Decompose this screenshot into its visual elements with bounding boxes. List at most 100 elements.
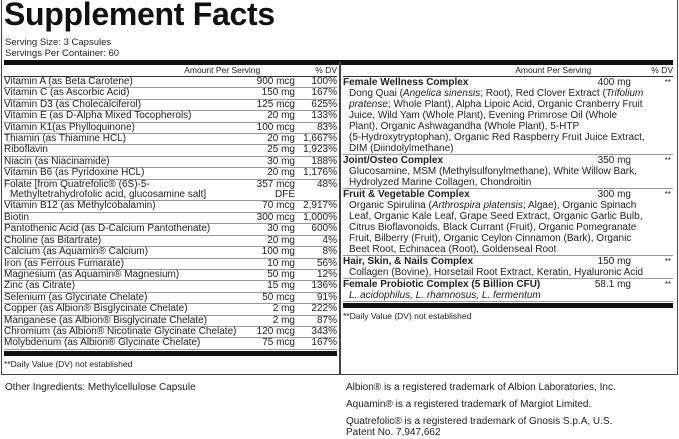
- nutrient-dv: 133%: [311, 110, 337, 122]
- footnote: **Daily Value (DV) not established: [343, 311, 472, 321]
- nutrient-dv: 625%: [311, 98, 337, 110]
- nutrient-amount: 20 mg: [267, 110, 295, 122]
- nutrient-row: Choline (as Bitartrate) 20 mg 4%: [4, 234, 337, 248]
- nutrient-amount: 300 mcg: [256, 211, 295, 223]
- nutrient-name: Riboflavin: [4, 144, 48, 156]
- ingredient-text: Beet Root, Echinacea (Root), Goldenseal …: [349, 244, 557, 255]
- complex-dv: **: [664, 190, 671, 199]
- nutrient-dv: 167%: [311, 337, 337, 349]
- nutrient-name: Magnesium (as Aquamin® Magnesium): [4, 268, 180, 280]
- ingredient-text: Fruit, Bilberry (Fruit), Organic Ceylon …: [349, 233, 632, 244]
- nutrient-dv: 87%: [316, 314, 337, 326]
- nutrient-row: Riboflavin 25 mg 1,923%: [4, 144, 337, 157]
- nutrient-amount: 75 mcg: [262, 337, 295, 349]
- amount-header: Amount Per Serving: [515, 65, 592, 75]
- complex-ingredients-line: Juice, Wild Yam (Whole Plant), Evening P…: [343, 110, 673, 121]
- ingredient-text: Angelica sinensis: [402, 88, 481, 99]
- nutrient-row: Molybdenum (as Albion® Glycinate Chelate…: [4, 337, 337, 350]
- nutrient-row: Niacin (as Niacinamide) 30 mg 188%: [4, 155, 337, 169]
- nutrient-amount: 30 mg: [267, 223, 295, 235]
- complex-ingredients-line: Fruit, Bilberry (Fruit), Organic Ceylon …: [343, 233, 673, 244]
- other-ingredients: Other Ingredients: Methylcellulose Capsu…: [5, 382, 196, 393]
- trademark-note: Aquamin® is a registered trademark of Ma…: [346, 399, 592, 410]
- nutrient-amount: 20 mg: [267, 167, 295, 179]
- trademark-note: Albion® is a registered trademark of Alb…: [346, 382, 616, 393]
- ingredient-text: DIM (Diindolylmethane): [349, 143, 454, 154]
- complex-dv: **: [664, 78, 671, 87]
- nutrient-dv: 188%: [311, 155, 337, 167]
- nutrient-amount: 120 mcg: [256, 325, 295, 337]
- complex-name: Fruit & Vegetable Complex: [343, 189, 470, 200]
- nutrient-name: Folate [from Quatrefolic® (6S)-5-: [4, 178, 150, 190]
- nutrient-amount: 25 mg: [267, 144, 295, 156]
- complex-ingredients-line: pratense; Whole Plant), Alpha Lipoic Aci…: [343, 99, 673, 110]
- nutrient-amount: 30 mg: [267, 155, 295, 167]
- nutrient-name: Molybdenum (as Albion® Glycinate Chelate…: [4, 337, 201, 349]
- nutrient-dv: 1,923%: [303, 144, 337, 156]
- nutrient-dv: 83%: [316, 121, 337, 133]
- complex-ingredients-line: Hydrolyzed Marine Collagen, Chondroitin: [343, 177, 673, 188]
- amount-header: Amount Per Serving: [184, 65, 261, 75]
- nutrient-amount: 100 mg: [261, 246, 295, 258]
- nutrient-amount: 10 mg: [267, 257, 295, 269]
- nutrient-row: Vitamin A (as Beta Carotene) 900 mcg 100%: [4, 76, 337, 89]
- nutrient-name: Manganese (as Albion® Bisglycinate Chela…: [4, 314, 208, 326]
- dv-header: % DV: [651, 65, 673, 75]
- complex-name: Hair, Skin, & Nails Complex: [343, 256, 474, 267]
- nutrient-name: Copper (as Albion® Bisglycinate Chelate): [4, 303, 188, 315]
- complex-group: Joint/Osteo Complex 350 mg ** Glucosamine, …: [343, 155, 673, 189]
- complex-ingredients-line: Collagen (Bovine), Horsetail Root Extrac…: [343, 267, 673, 278]
- nutrient-row: Vitamin E (as D-Alpha Mixed Tocopherols)…: [4, 110, 337, 123]
- complex-ingredients-line: Beet Root, Echinacea (Root), Goldenseal …: [343, 244, 673, 255]
- serving-info: Serving Size: 3 Capsules Servings Per Co…: [5, 37, 119, 59]
- nutrient-dv: 8%: [322, 246, 337, 258]
- nutrient-dv: 2,917%: [303, 200, 337, 212]
- thick-divider: [4, 350, 337, 356]
- nutrient-name: Biotin: [4, 211, 30, 223]
- ingredient-text: Dong Quai (: [349, 88, 403, 99]
- nutrient-dv: 1,667%: [303, 133, 337, 145]
- nutrient-row: Zinc (as Citrate) 15 mg 136%: [4, 280, 337, 293]
- complex-name: Joint/Osteo Complex: [343, 155, 444, 166]
- nutrient-amount: 50 mg: [267, 268, 295, 280]
- nutrient-row: Calcium (as Aquamin® Calcium) 100 mg 8%: [4, 246, 337, 259]
- nutrient-name: Vitamin E (as D-Alpha Mixed Tocopherols): [4, 110, 192, 122]
- complex-amount: 300 mg: [597, 189, 631, 200]
- nutrient-row: Vitamin D3 (as Cholecalciferol) 125 mcg 62…: [4, 98, 337, 112]
- serving-size: Serving Size: 3 Capsules: [5, 37, 112, 48]
- nutrient-dv: 4%: [322, 234, 337, 246]
- nutrient-name: Niacin (as Niacinamide): [4, 155, 110, 167]
- nutrient-name: Vitamin B12 (as Methylcobalamin): [4, 200, 156, 212]
- nutrient-row: Thiamin (as Thiamine HCL) 20 mg 1,667%: [4, 133, 337, 146]
- trademark-note: Quatrefolic® is a registered trademark o…: [346, 416, 613, 427]
- complex-ingredients-line: Dong Quai (Angelica sinensis; Root), Red…: [343, 88, 673, 99]
- ingredient-text: pratense: [349, 99, 388, 110]
- nutrient-dv: 1,176%: [303, 167, 337, 179]
- complex-group: Fruit & Vegetable Complex 300 mg ** Organic…: [343, 189, 673, 256]
- complex-dv: **: [664, 257, 671, 266]
- nutrient-name: Choline (as Bitartrate): [4, 234, 102, 246]
- ingredient-text: Hydrolyzed Marine Collagen, Chondroitin: [349, 177, 532, 188]
- nutrient-amount: 2 mg: [272, 314, 295, 326]
- nutrient-row: Pantothenic Acid (as D-Calcium Pantothen…: [4, 223, 337, 236]
- ingredient-text: Plant), Organic Ashwagandha (Whole Plant…: [349, 121, 580, 132]
- nutrient-row: Magnesium (as Aquamin® Magnesium) 50 mg 12…: [4, 268, 337, 282]
- nutrient-amount: 125 mcg: [256, 98, 295, 110]
- nutrient-dv: 100%: [311, 76, 337, 87]
- nutrient-name-cont: Methyltetrahydrofolic acid, glucosamine …: [10, 189, 207, 201]
- complex-dv: **: [664, 280, 671, 289]
- nutrient-row: Vitamin K1(as Phylloquinone) 100 mcg 83%: [4, 121, 337, 135]
- nutrient-name: Vitamin B6 (as Pyridoxine HCL): [4, 167, 145, 179]
- nutrient-amount: 150 mg: [261, 87, 295, 99]
- complex-ingredients-line: L. acidophilus, L. rhamnosus, L. ferment…: [343, 290, 673, 301]
- ingredient-text: Glucosamine, MSM (Methylsulfonylmethane)…: [349, 166, 637, 177]
- nutrient-dv: 167%: [311, 87, 337, 99]
- nutrient-row: Vitamin B12 (as Methylcobalamin) 70 mcg 2,…: [4, 200, 337, 213]
- trademark-note: Patent No. 7,947,662: [346, 427, 441, 438]
- nutrient-dv: 91%: [316, 291, 337, 303]
- ingredient-text: ; Algae), Organic Spinach: [522, 200, 637, 211]
- nutrient-row: Manganese (as Albion® Bisglycinate Chela…: [4, 314, 337, 327]
- nutrient-dv: 1,000%: [303, 211, 337, 223]
- nutrient-name: Calcium (as Aquamin® Calcium): [4, 246, 149, 258]
- ingredient-text: Citrus Bioflavonoids, Black Currant (Fru…: [349, 222, 637, 233]
